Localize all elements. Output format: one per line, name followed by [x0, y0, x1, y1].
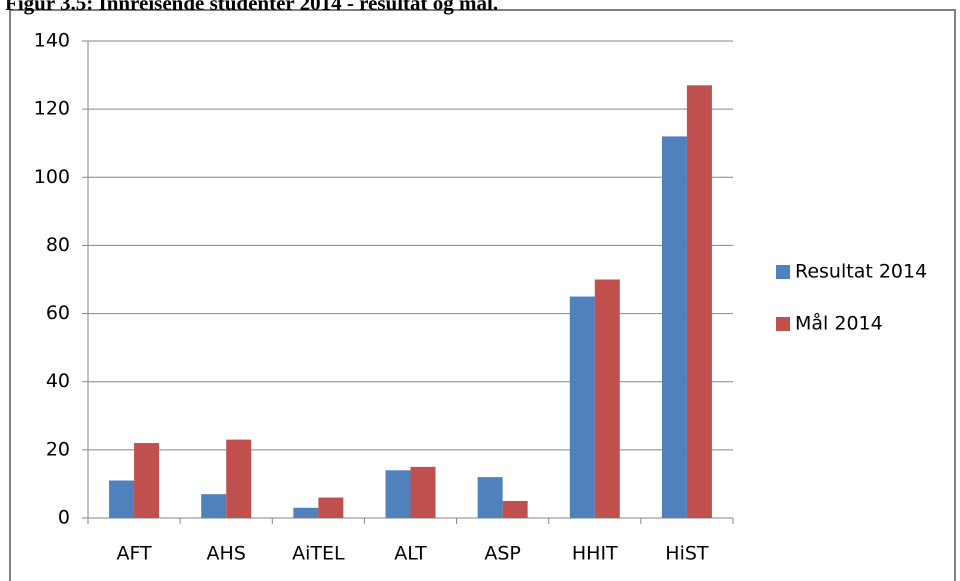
bar — [686, 85, 712, 519]
bar — [385, 470, 411, 518]
bar — [477, 477, 503, 518]
x-tick-label: AFT — [116, 543, 152, 565]
bar — [594, 279, 620, 518]
bar — [661, 136, 687, 518]
y-tick-label: 60 — [46, 302, 70, 324]
legend-swatch — [776, 317, 790, 331]
x-tick-label: ALT — [394, 543, 427, 565]
bar — [293, 507, 319, 518]
y-tick-label: 140 — [34, 30, 70, 52]
chart-title: Figur 3.5: Innreisende studenter 2014 - … — [5, 0, 498, 15]
x-tick-label: HiST — [665, 543, 709, 565]
y-tick-label: 40 — [46, 370, 70, 392]
x-tick-label: HHIT — [572, 543, 618, 565]
bar — [201, 494, 227, 518]
x-tick-label: AiTEL — [292, 543, 345, 565]
legend-label: Resultat 2014 — [795, 261, 927, 283]
bar — [134, 443, 160, 518]
y-tick-label: 120 — [34, 98, 70, 120]
x-tick-label: AHS — [207, 543, 246, 565]
bar — [318, 497, 344, 518]
y-tick-label: 80 — [46, 234, 70, 256]
y-tick-label: 100 — [34, 166, 70, 188]
y-tick-label: 0 — [58, 507, 70, 529]
bar — [569, 296, 595, 518]
legend-swatch — [776, 265, 790, 279]
x-tick-label: ASP — [484, 543, 521, 565]
y-tick-label: 20 — [46, 438, 70, 460]
bar — [410, 466, 436, 518]
bar — [502, 500, 528, 518]
legend-label: Mål 2014 — [795, 312, 883, 335]
bar — [109, 480, 135, 518]
bar — [226, 439, 252, 518]
